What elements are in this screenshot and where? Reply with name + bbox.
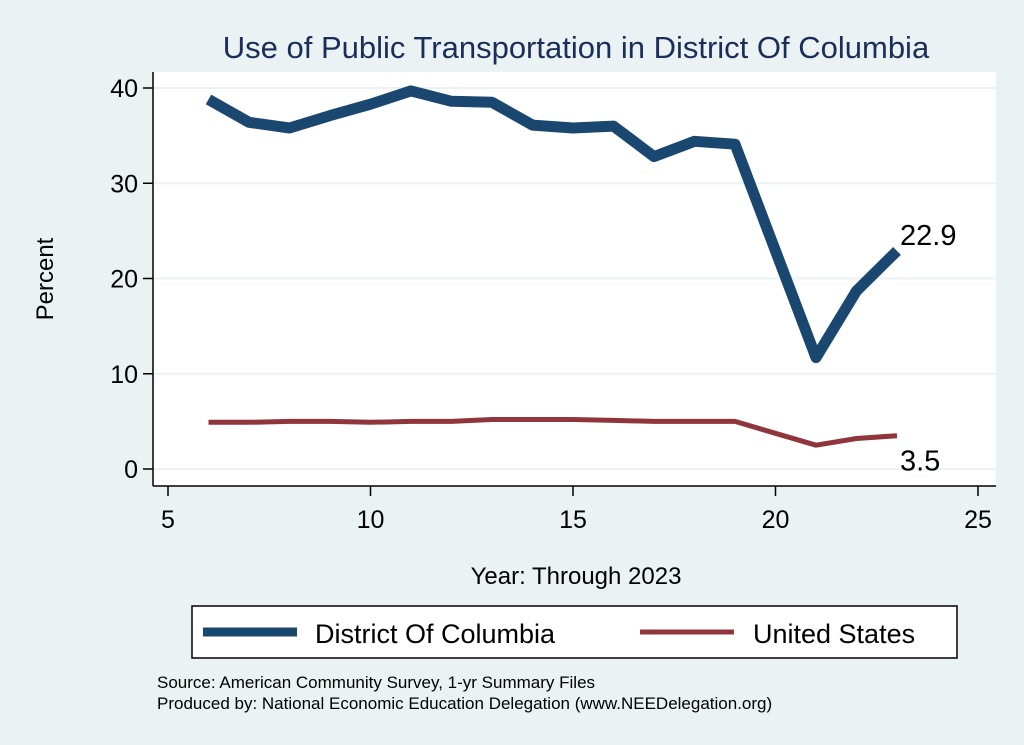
x-axis-ticks: 5 10 15 20 25 — [161, 486, 992, 534]
producer-note: Produced by: National Economic Education… — [157, 694, 772, 713]
series-group — [205, 85, 901, 448]
x-tick-label-10: 10 — [357, 506, 385, 534]
x-axis-title: Year: Through 2023 — [471, 563, 682, 590]
legend: District Of Columbia United States — [191, 605, 958, 659]
y-tick-label-30: 30 — [110, 170, 138, 198]
y-axis-title: Percent — [32, 237, 59, 320]
end-label-united-states: 3.5 — [900, 446, 940, 478]
y-tick-label-10: 10 — [110, 361, 138, 389]
y-axis-ticks: 0 10 20 30 40 — [110, 75, 153, 484]
gridlines — [154, 87, 996, 470]
x-tick-label-25: 25 — [964, 506, 992, 534]
series-line-united-states — [208, 417, 898, 448]
x-tick-label-5: 5 — [161, 506, 175, 534]
chart-title: Use of Public Transportation in District… — [223, 30, 930, 65]
legend-box — [191, 605, 958, 659]
x-tick-label-20: 20 — [762, 506, 790, 534]
y-tick-label-0: 0 — [124, 456, 138, 484]
y-tick-label-20: 20 — [110, 266, 138, 294]
y-tick-label-40: 40 — [110, 75, 138, 103]
x-tick-label-15: 15 — [559, 506, 587, 534]
legend-label-united-states: United States — [753, 619, 915, 649]
end-labels: 22.9 3.5 — [900, 220, 956, 478]
source-note: Source: American Community Survey, 1-yr … — [157, 673, 595, 692]
end-label-district-of-columbia: 22.9 — [900, 220, 956, 252]
legend-label-district-of-columbia: District Of Columbia — [315, 619, 556, 649]
series-line-district-of-columbia — [205, 85, 901, 364]
